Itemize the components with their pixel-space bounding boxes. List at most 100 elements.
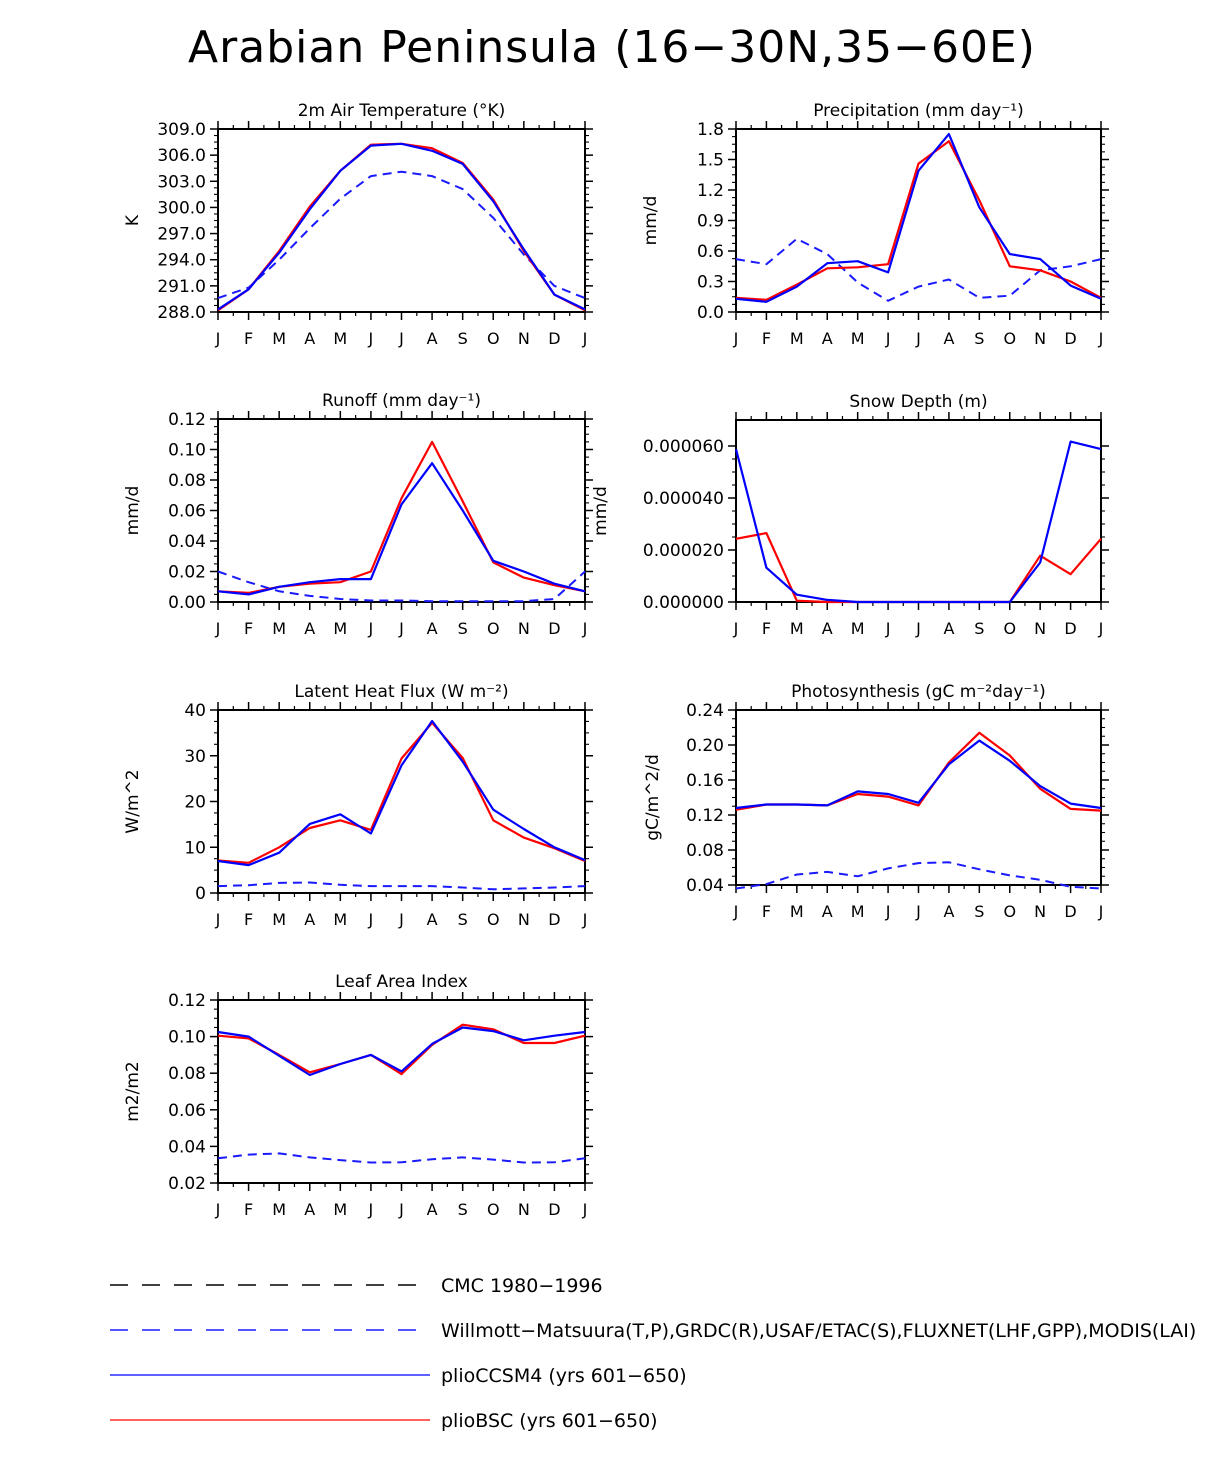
x-tick-label: J [733,619,739,638]
x-tick-label: M [851,619,865,638]
x-tick-label: J [915,329,921,348]
plot-frame [217,999,586,1184]
chart-t2m: J F M A M J J A S O N D J288.0291.0294.0297.0300.030… [123,101,593,348]
x-tick-label: M [851,329,865,348]
page-title: Arabian Peninsula (16−30N,35−60E) [188,22,1036,73]
x-tick-label: N [1034,329,1046,348]
x-tick-label: J [582,910,588,929]
x-tick-label: N [518,619,530,638]
x-tick-label: A [822,329,833,348]
x-tick-label: O [487,329,500,348]
x-tick-label: J [1098,902,1104,921]
series-line-blue [734,440,1102,604]
x-tick-label: J [368,1200,374,1219]
y-tick-label: 0.3 [697,273,724,293]
series-line-red [217,1023,586,1076]
y-tick-label: 306.0 [157,146,206,166]
y-tick-label: 0.000060 [643,437,724,457]
plot-frame [735,128,1102,313]
y-tick-label: 0.000020 [643,541,724,561]
x-tick-label: A [427,619,438,638]
y-tick-label: 1.8 [697,120,724,140]
y-tick-label: 0.00 [168,593,206,613]
x-tick-label: J [368,910,374,929]
y-tick-label: 1.5 [697,151,724,171]
y-axis-label: K [123,214,143,226]
y-tick-label: 294.0 [157,251,206,271]
x-tick-label: J [215,910,221,929]
y-axis-label: W/m^2 [123,769,143,833]
x-tick-label: A [943,329,954,348]
x-tick-label: D [548,329,560,348]
x-tick-label: J [885,329,891,348]
x-tick-label: J [368,619,374,638]
y-tick-label: 288.0 [157,303,206,323]
y-tick-label: 297.0 [157,225,206,245]
series-line-blue [735,739,1102,810]
legend-label: plioCCSM4 (yrs 601−650) [441,1365,687,1387]
x-tick-label: M [333,1200,347,1219]
series-line-blue-dashed [735,237,1102,302]
series-line-red [735,140,1102,301]
y-tick-label: 30 [184,747,206,767]
x-tick-label: M [333,910,347,929]
x-tick-label: A [822,619,833,638]
legend: CMC 1980−1996 Willmott−Matsuura(T,P),GRDC… [110,1275,1196,1432]
x-tick-label: A [304,329,315,348]
x-tick-label: F [244,619,253,638]
x-tick-label: D [548,910,560,929]
x-tick-label: A [427,910,438,929]
y-tick-label: 0.6 [697,242,724,262]
x-tick-label: M [790,902,804,921]
x-tick-label: N [518,1200,530,1219]
x-tick-label: S [458,619,468,638]
x-tick-label: F [244,329,253,348]
x-tick-label: J [368,329,374,348]
x-tick-label: D [1064,329,1076,348]
x-tick-label: S [458,910,468,929]
y-tick-label: 0 [195,884,206,904]
x-tick-label: M [333,329,347,348]
y-tick-label: 0.12 [686,806,724,826]
chart-lai: J F M A M J J A S O N D J0.020.040.060.080.100.12Lea… [123,972,593,1219]
y-tick-label: 0.20 [686,736,724,756]
x-tick-label: A [427,1200,438,1219]
chart-runoff: J F M A M J J A S O N D J0.000.020.040.060.080.100.1… [123,391,593,638]
x-tick-label: A [943,619,954,638]
y-axis-label: m2/m2 [123,1061,143,1121]
chart-title: Runoff (mm day⁻¹) [322,391,481,411]
x-tick-label: J [1098,619,1104,638]
x-tick-label: J [215,619,221,638]
x-tick-label: J [1098,329,1104,348]
x-tick-label: S [974,619,984,638]
y-tick-label: 0.02 [168,1174,206,1194]
x-tick-label: M [272,619,286,638]
x-tick-label: F [762,619,771,638]
x-tick-label: F [244,910,253,929]
chart-title: Leaf Area Index [335,972,468,992]
y-tick-label: 309.0 [157,120,206,140]
x-tick-label: N [1034,902,1046,921]
legend-label: CMC 1980−1996 [441,1275,603,1297]
series-line-red [217,440,586,595]
x-tick-label: A [427,329,438,348]
x-tick-label: J [582,1200,588,1219]
x-tick-label: A [304,910,315,929]
x-tick-label: N [518,329,530,348]
legend-label: plioBSC (yrs 601−650) [441,1410,658,1432]
y-tick-label: 0.04 [686,876,724,896]
plot-frame [735,419,1102,603]
x-tick-label: D [548,619,560,638]
x-tick-label: J [398,1200,404,1219]
y-tick-label: 0.0 [697,303,724,323]
y-tick-label: 0.000040 [643,489,724,509]
y-tick-label: 0.9 [697,212,724,232]
y-tick-label: 0.06 [168,1101,206,1121]
y-tick-label: 0.02 [168,563,206,583]
y-tick-label: 0.000000 [643,593,724,613]
legend-label: Willmott−Matsuura(T,P),GRDC(R),USAF/ETAC… [441,1320,1196,1342]
y-tick-label: 10 [184,838,206,858]
y-tick-label: 0.08 [686,841,724,861]
